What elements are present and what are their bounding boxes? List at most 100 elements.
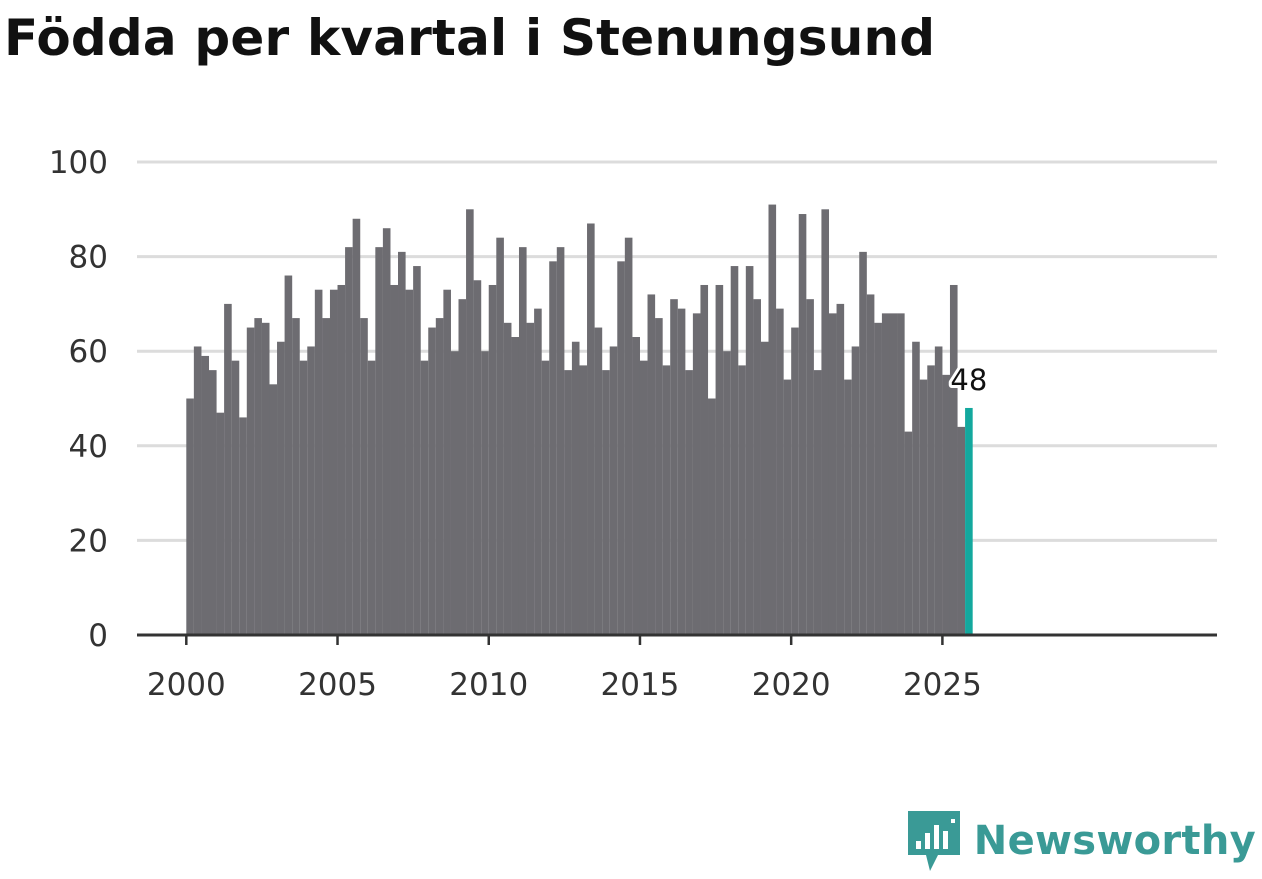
bar	[798, 214, 807, 635]
bar	[881, 313, 890, 635]
bar	[760, 341, 769, 635]
x-tick-label-2020: 2020	[752, 667, 831, 703]
bar	[314, 289, 323, 635]
bar	[874, 322, 882, 635]
bar	[715, 284, 724, 635]
bar	[277, 341, 285, 635]
y-tick-label-60: 60	[69, 334, 108, 370]
bar	[571, 341, 580, 635]
y-tick-label-100: 100	[49, 145, 108, 181]
bar	[776, 308, 784, 635]
bar	[594, 327, 603, 635]
bar	[700, 284, 709, 635]
x-tick-label-2025: 2025	[903, 667, 982, 703]
bar	[511, 337, 520, 635]
bars	[186, 204, 973, 636]
bar	[292, 318, 300, 635]
bar	[503, 322, 512, 635]
x-tick-label-2005: 2005	[298, 667, 377, 703]
highlight-bar	[965, 407, 973, 635]
bar	[534, 308, 542, 635]
bar	[692, 313, 701, 635]
y-tick-label-20: 20	[69, 523, 108, 559]
bar	[587, 223, 595, 636]
bar	[556, 247, 565, 635]
bar	[193, 346, 202, 635]
axes	[137, 633, 1217, 645]
bar	[345, 247, 353, 635]
bar	[670, 299, 678, 635]
bar	[647, 294, 656, 635]
bar	[322, 318, 330, 635]
brand-name: Newsworthy	[973, 818, 1256, 864]
bar	[768, 204, 777, 635]
bar	[367, 360, 376, 635]
bar	[488, 284, 497, 635]
bar	[942, 374, 950, 635]
bar	[844, 379, 852, 635]
chart-title: Födda per kvartal i Stenungsund	[4, 9, 936, 67]
bar	[624, 237, 633, 635]
bar	[851, 346, 860, 635]
bar	[186, 398, 194, 635]
bar	[261, 322, 270, 635]
bar	[813, 370, 822, 635]
bar	[420, 360, 429, 635]
bar	[564, 370, 572, 635]
bar	[231, 360, 240, 635]
bar	[390, 284, 399, 635]
brand-logo[interactable]: Newsworthy	[907, 811, 1256, 871]
y-tick-label-40: 40	[69, 429, 108, 465]
bar	[307, 346, 315, 635]
bar	[269, 384, 278, 635]
bar	[398, 251, 406, 635]
bar	[481, 351, 489, 635]
bar	[352, 218, 361, 635]
bar	[443, 289, 451, 635]
bar	[738, 365, 746, 635]
bar	[632, 337, 640, 635]
bar	[934, 346, 943, 635]
bar	[224, 303, 232, 635]
bar	[609, 346, 618, 635]
bar	[435, 318, 444, 635]
bar	[413, 266, 421, 635]
bar	[859, 251, 867, 635]
bar	[730, 266, 739, 635]
x-tick-label-2010: 2010	[449, 667, 528, 703]
bar	[246, 327, 255, 635]
bar	[526, 322, 535, 635]
bar	[216, 412, 225, 635]
bar	[329, 289, 338, 635]
bar	[450, 351, 459, 635]
bar	[821, 209, 830, 636]
bar	[360, 318, 368, 635]
x-tick-label-2015: 2015	[601, 667, 680, 703]
bar	[405, 289, 414, 635]
bar	[473, 280, 482, 635]
bar	[201, 355, 210, 635]
bar	[889, 313, 898, 635]
bar	[466, 209, 474, 636]
bar	[254, 318, 262, 635]
bar	[685, 370, 693, 635]
bar	[208, 370, 217, 635]
bar	[655, 318, 663, 635]
bar	[957, 426, 966, 635]
bar	[428, 327, 436, 635]
bar	[382, 228, 391, 635]
bar	[496, 237, 504, 635]
bar	[866, 294, 875, 635]
bar	[912, 341, 920, 635]
bar	[458, 299, 467, 635]
bar	[541, 360, 550, 635]
bar	[299, 360, 308, 635]
bar	[662, 365, 671, 635]
bar	[518, 247, 527, 635]
bar	[284, 275, 293, 635]
newsworthy-logo-icon	[907, 811, 960, 871]
bar	[549, 261, 557, 635]
bar	[579, 365, 588, 635]
bar	[617, 261, 625, 635]
bar	[375, 247, 383, 635]
